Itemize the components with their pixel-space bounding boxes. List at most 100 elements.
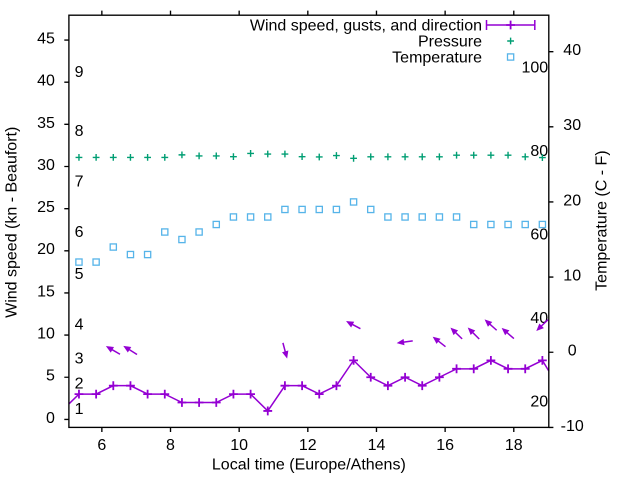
x-tick-label: 12 [299, 437, 317, 454]
wind-direction-arrow [432, 336, 446, 348]
wind-direction-arrow [105, 346, 121, 355]
y-tick-label: 5 [46, 368, 55, 385]
y2-tick-label: 30 [563, 117, 581, 134]
y2-axis-title: Temperature (C - F) [594, 150, 611, 290]
y-tick-label: 45 [37, 30, 55, 47]
y2-tick-label: 20 [563, 192, 581, 209]
tick-labels: 6 8 10 12 14 16 18051015202530354045-100102030… [37, 30, 584, 454]
y2-tick-label: -10 [561, 418, 584, 435]
x-tick-label: 10 [230, 437, 248, 454]
y2-tick-label: 40 [563, 42, 581, 59]
beaufort-label: 9 [75, 64, 84, 81]
axis-ticks [64, 10, 554, 432]
beaufort-label: 1 [75, 401, 84, 418]
temperature-point [452, 213, 461, 221]
legend-samples [485, 20, 536, 61]
pressure-points [75, 150, 546, 162]
y-tick-label: 20 [37, 241, 55, 258]
wind-speed-points [74, 355, 547, 416]
beaufort-label: 4 [75, 317, 84, 334]
y2-tick-label: 10 [563, 267, 581, 284]
x-axis-title: Local time (Europe/Athens) [212, 457, 406, 474]
arrow-shaft [282, 342, 286, 352]
temperature-point [178, 235, 186, 244]
legend-label-pressure: Pressure [418, 34, 482, 51]
x-tick-label: 16 [436, 437, 454, 454]
arrow-shaft [403, 340, 413, 343]
temperature-point [109, 243, 118, 251]
wind-direction-arrow [501, 327, 515, 340]
temperature-point [75, 258, 83, 266]
temperature-point [384, 213, 392, 221]
beaufort-label: 8 [75, 123, 84, 140]
beaufort-label: 3 [75, 350, 84, 367]
wind-direction-arrow [467, 327, 480, 340]
arrow-shaft [540, 319, 549, 327]
beaufort-label: 2 [75, 376, 84, 393]
x-tick-label: 8 [166, 437, 175, 454]
y2-tick-label: 0 [568, 343, 577, 360]
legend-sample-wind-plus [506, 20, 515, 30]
arrow-head-icon [484, 319, 493, 327]
arrow-head-icon [282, 350, 289, 359]
arrow-shaft [352, 323, 361, 330]
temperature-point [126, 250, 135, 259]
y-tick-label: 35 [37, 115, 55, 132]
fahrenheit-label: 20 [530, 393, 548, 410]
temperature-point [229, 213, 238, 221]
arrow-head-icon [450, 327, 459, 336]
temperature-point [264, 213, 272, 221]
temperature-point [521, 220, 529, 229]
plot-border [68, 14, 550, 429]
y-axis-title: Wind speed (kn - Beaufort) [4, 127, 21, 318]
arrow-head-icon [346, 321, 355, 328]
temperature-point [143, 250, 152, 259]
temperature-point [281, 205, 289, 214]
temperature-point [246, 213, 255, 221]
x-tick-label: 18 [505, 437, 523, 454]
temperature-point [366, 205, 375, 214]
temperature-point [195, 228, 203, 236]
temperature-point [349, 198, 358, 206]
pressure-series [75, 150, 546, 162]
temperature-point [315, 205, 324, 214]
arrow-shaft [472, 332, 480, 340]
arrow-head-icon [432, 336, 441, 344]
temperature-point [418, 213, 426, 221]
arrow-shaft [111, 349, 121, 355]
arrow-head-icon [501, 327, 510, 336]
y-tick-label: 30 [37, 157, 55, 174]
y-tick-label: 10 [37, 325, 55, 342]
temperature-point [401, 213, 409, 221]
fahrenheit-label: 60 [530, 226, 548, 243]
temperature-point [332, 205, 341, 214]
wind-direction-arrow [536, 319, 549, 331]
y-tick-label: 15 [37, 283, 55, 300]
wind-direction-arrows [105, 319, 549, 359]
beaufort-label: 5 [75, 266, 84, 283]
y-tick-label: 0 [46, 410, 55, 427]
wind-direction-arrow [282, 342, 289, 359]
temperature-point [469, 220, 478, 229]
wind-direction-arrow [396, 338, 413, 346]
arrow-shaft [455, 332, 463, 340]
arrow-head-icon [396, 338, 405, 346]
wind-direction-arrow [484, 319, 498, 331]
arrow-head-icon [467, 327, 476, 336]
legend-sample-temperature [506, 53, 515, 61]
temperature-point [161, 228, 169, 236]
wind-direction-arrow [123, 345, 138, 356]
temperature-point [212, 220, 221, 229]
fahrenheit-label: 100 [521, 59, 548, 76]
arrow-head-icon [105, 346, 115, 353]
arrow-head-icon [123, 345, 132, 353]
x-tick-label: 6 [97, 437, 106, 454]
legend-label-temperature: Temperature [392, 50, 482, 67]
legend-sample-pressure [507, 37, 514, 45]
wind-direction-arrow [450, 327, 463, 340]
arrow-shaft [489, 323, 498, 331]
temperature-point [487, 220, 495, 229]
